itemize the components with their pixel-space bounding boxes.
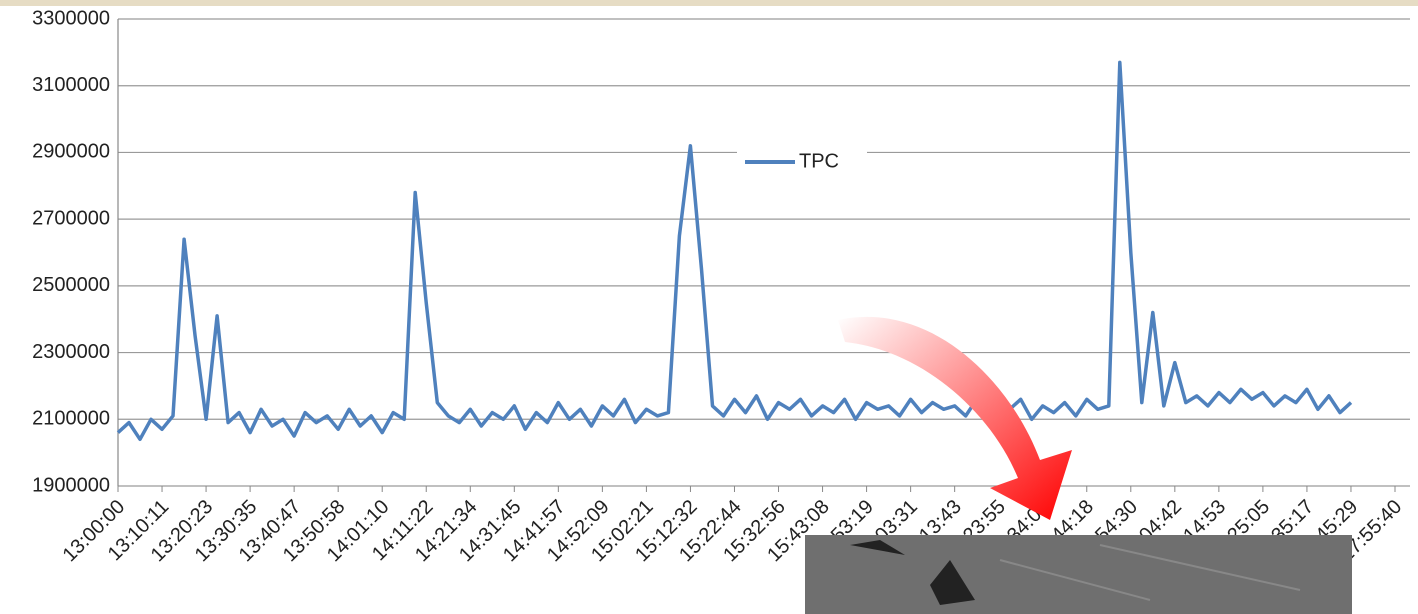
y-tick-label: 2500000 xyxy=(32,274,110,296)
y-tick-label: 3300000 xyxy=(32,7,110,29)
y-tick-label: 1900000 xyxy=(32,474,110,496)
chart: 1900000 2100000 2300000 2500000 2700000 29000… xyxy=(0,0,1418,614)
top-border xyxy=(0,0,1418,6)
y-tick-label: 2100000 xyxy=(32,408,110,430)
y-tick-label: 2300000 xyxy=(32,341,110,363)
y-tick-label: 2900000 xyxy=(32,141,110,163)
legend-label: TPC xyxy=(799,150,839,172)
y-tick-label: 3100000 xyxy=(32,74,110,96)
y-tick-label: 2700000 xyxy=(32,207,110,229)
